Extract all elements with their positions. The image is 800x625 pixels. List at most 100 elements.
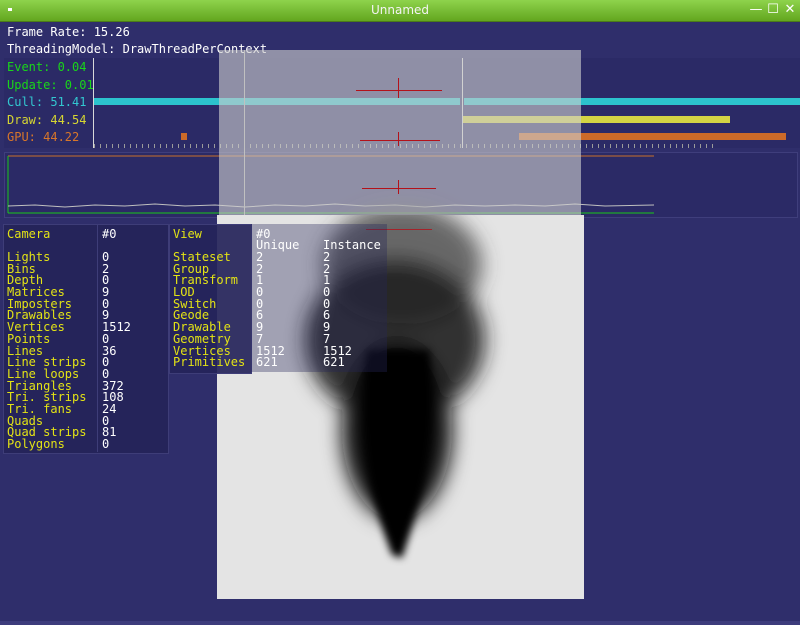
camera-row-value: 0 — [102, 413, 110, 428]
camera-row-label: Bins — [7, 261, 36, 276]
window-title: Unnamed — [370, 3, 430, 17]
camera-row-value: 0 — [102, 355, 110, 370]
gpu-bar-1 — [181, 133, 187, 140]
camera-values: 0 2 0 9 0 9 1512 0 36 0 0 372 108 24 0 8… — [102, 251, 131, 451]
view-row-instance: 6 — [323, 308, 331, 323]
view-row-instance: 9 — [323, 320, 331, 335]
camera-row-value: 9 — [102, 285, 110, 300]
camera-rows: Lights Bins Depth Matrices Imposters Dra… — [7, 250, 87, 451]
gpu-time-label: GPU: 44.22 — [7, 130, 80, 144]
view-row-label: Stateset — [173, 250, 231, 264]
camera-row-label: Points — [7, 331, 51, 346]
camera-row-label: Quad strips — [7, 425, 87, 440]
view-row-unique: 2 — [256, 250, 264, 264]
view-row-label: LOD — [173, 285, 195, 300]
camera-row-label: Quads — [7, 413, 44, 428]
view-rows: Stateset Group Transform LOD Switch Geod… — [173, 250, 246, 370]
window-bottom-border[interactable] — [0, 621, 800, 625]
view-row-unique: 9 — [256, 320, 264, 335]
view-row-unique: 0 — [256, 296, 264, 311]
view-col-instance: Instance — [323, 238, 381, 252]
view-row-instance: 621 — [323, 355, 345, 370]
view-row-instance: 1512 — [323, 343, 352, 358]
view-row-label: Vertices — [173, 343, 231, 358]
marker-tick — [398, 132, 399, 146]
camera-row-label: Matrices — [7, 285, 65, 300]
camera-row-label: Tri. fans — [7, 401, 73, 416]
camera-row-value: 0 — [102, 437, 110, 451]
view-row-unique: 1 — [256, 273, 264, 288]
camera-row-label: Tri. strips — [7, 390, 87, 405]
camera-row-label: Drawables — [7, 308, 73, 323]
marker-line — [366, 229, 432, 230]
marker-tick — [398, 78, 399, 98]
view-stats-table — [169, 224, 252, 374]
view-row-instance: 2 — [323, 250, 331, 264]
threading-model-text: ThreadingModel: DrawThreadPerContext — [7, 42, 268, 56]
view-row-instance: 0 — [323, 296, 331, 311]
frame-rate-text: Frame Rate: 15.26 — [7, 25, 130, 39]
cull-bar-2 — [464, 98, 800, 105]
view-instance-values: 2 2 1 0 0 6 9 7 1512 621 — [323, 250, 352, 370]
camera-header-label: Camera — [7, 227, 51, 241]
view-row-label: Group — [173, 261, 210, 276]
camera-row-label: Line loops — [7, 366, 80, 381]
marker-line — [356, 90, 442, 91]
camera-row-value: 9 — [102, 308, 110, 323]
camera-row-value: 81 — [102, 425, 117, 440]
view-header-label: View — [173, 227, 202, 241]
view-row-label: Geometry — [173, 331, 231, 346]
camera-row-value: 108 — [102, 390, 124, 405]
viewport-overlay-panel — [219, 50, 581, 215]
view-row-label: Transform — [173, 273, 239, 288]
view-header-value: #0 — [256, 227, 271, 241]
marker-line — [362, 188, 436, 189]
view-row-unique: 1512 — [256, 343, 285, 358]
camera-row-label: Vertices — [7, 320, 65, 335]
view-row-label: Primitives — [173, 355, 246, 370]
view-row-label: Switch — [173, 296, 217, 311]
camera-row-label: Polygons — [7, 437, 65, 451]
view-row-instance: 2 — [323, 261, 331, 276]
draw-time-label: Draw: 44.54 — [7, 113, 87, 127]
camera-row-label: Imposters — [7, 296, 73, 311]
view-row-unique: 2 — [256, 261, 264, 276]
marker-tick — [398, 180, 399, 194]
view-row-instance: 7 — [323, 331, 331, 346]
view-col-unique: Unique — [256, 238, 300, 252]
view-row-label: Drawable — [173, 320, 231, 335]
camera-row-value: 0 — [102, 273, 110, 288]
camera-row-value: 0 — [102, 331, 110, 346]
view-row-instance: 0 — [323, 285, 331, 300]
smoke-plume — [305, 205, 485, 558]
camera-row-label: Depth — [7, 273, 44, 288]
camera-row-label: Lines — [7, 343, 44, 358]
camera-row-value: 0 — [102, 366, 110, 381]
camera-row-value: 1512 — [102, 320, 131, 335]
view-row-label: Geode — [173, 308, 210, 323]
camera-stats-table — [3, 224, 169, 454]
view-row-unique: 7 — [256, 331, 264, 346]
camera-row-label: Lights — [7, 250, 51, 264]
maximize-icon[interactable]: ☐ — [767, 2, 779, 17]
camera-row-value: 372 — [102, 378, 124, 393]
camera-row-value: 24 — [102, 401, 117, 416]
view-row-unique: 621 — [256, 355, 278, 370]
marker-line — [360, 140, 440, 141]
title-bar[interactable] — [0, 0, 800, 22]
camera-table-divider — [97, 224, 98, 452]
camera-row-label: Triangles — [7, 378, 73, 393]
minimize-icon[interactable]: — — [749, 2, 763, 17]
event-time-label: Event: 0.04 — [7, 60, 87, 74]
camera-row-label: Line strips — [7, 355, 87, 370]
draw-bar — [463, 116, 730, 123]
camera-row-value: 0 — [102, 296, 110, 311]
view-stats-values-panel — [251, 224, 387, 372]
viewport-divider — [244, 50, 245, 215]
close-icon[interactable]: ✕ — [784, 2, 796, 17]
camera-header-value: #0 — [102, 227, 117, 241]
view-row-instance: 1 — [323, 273, 331, 288]
view-unique-values: 2 2 1 0 0 6 9 7 1512 621 — [256, 250, 285, 370]
update-time-label: Update: 0.01 — [7, 78, 94, 92]
window-menu-icon[interactable] — [6, 4, 14, 12]
